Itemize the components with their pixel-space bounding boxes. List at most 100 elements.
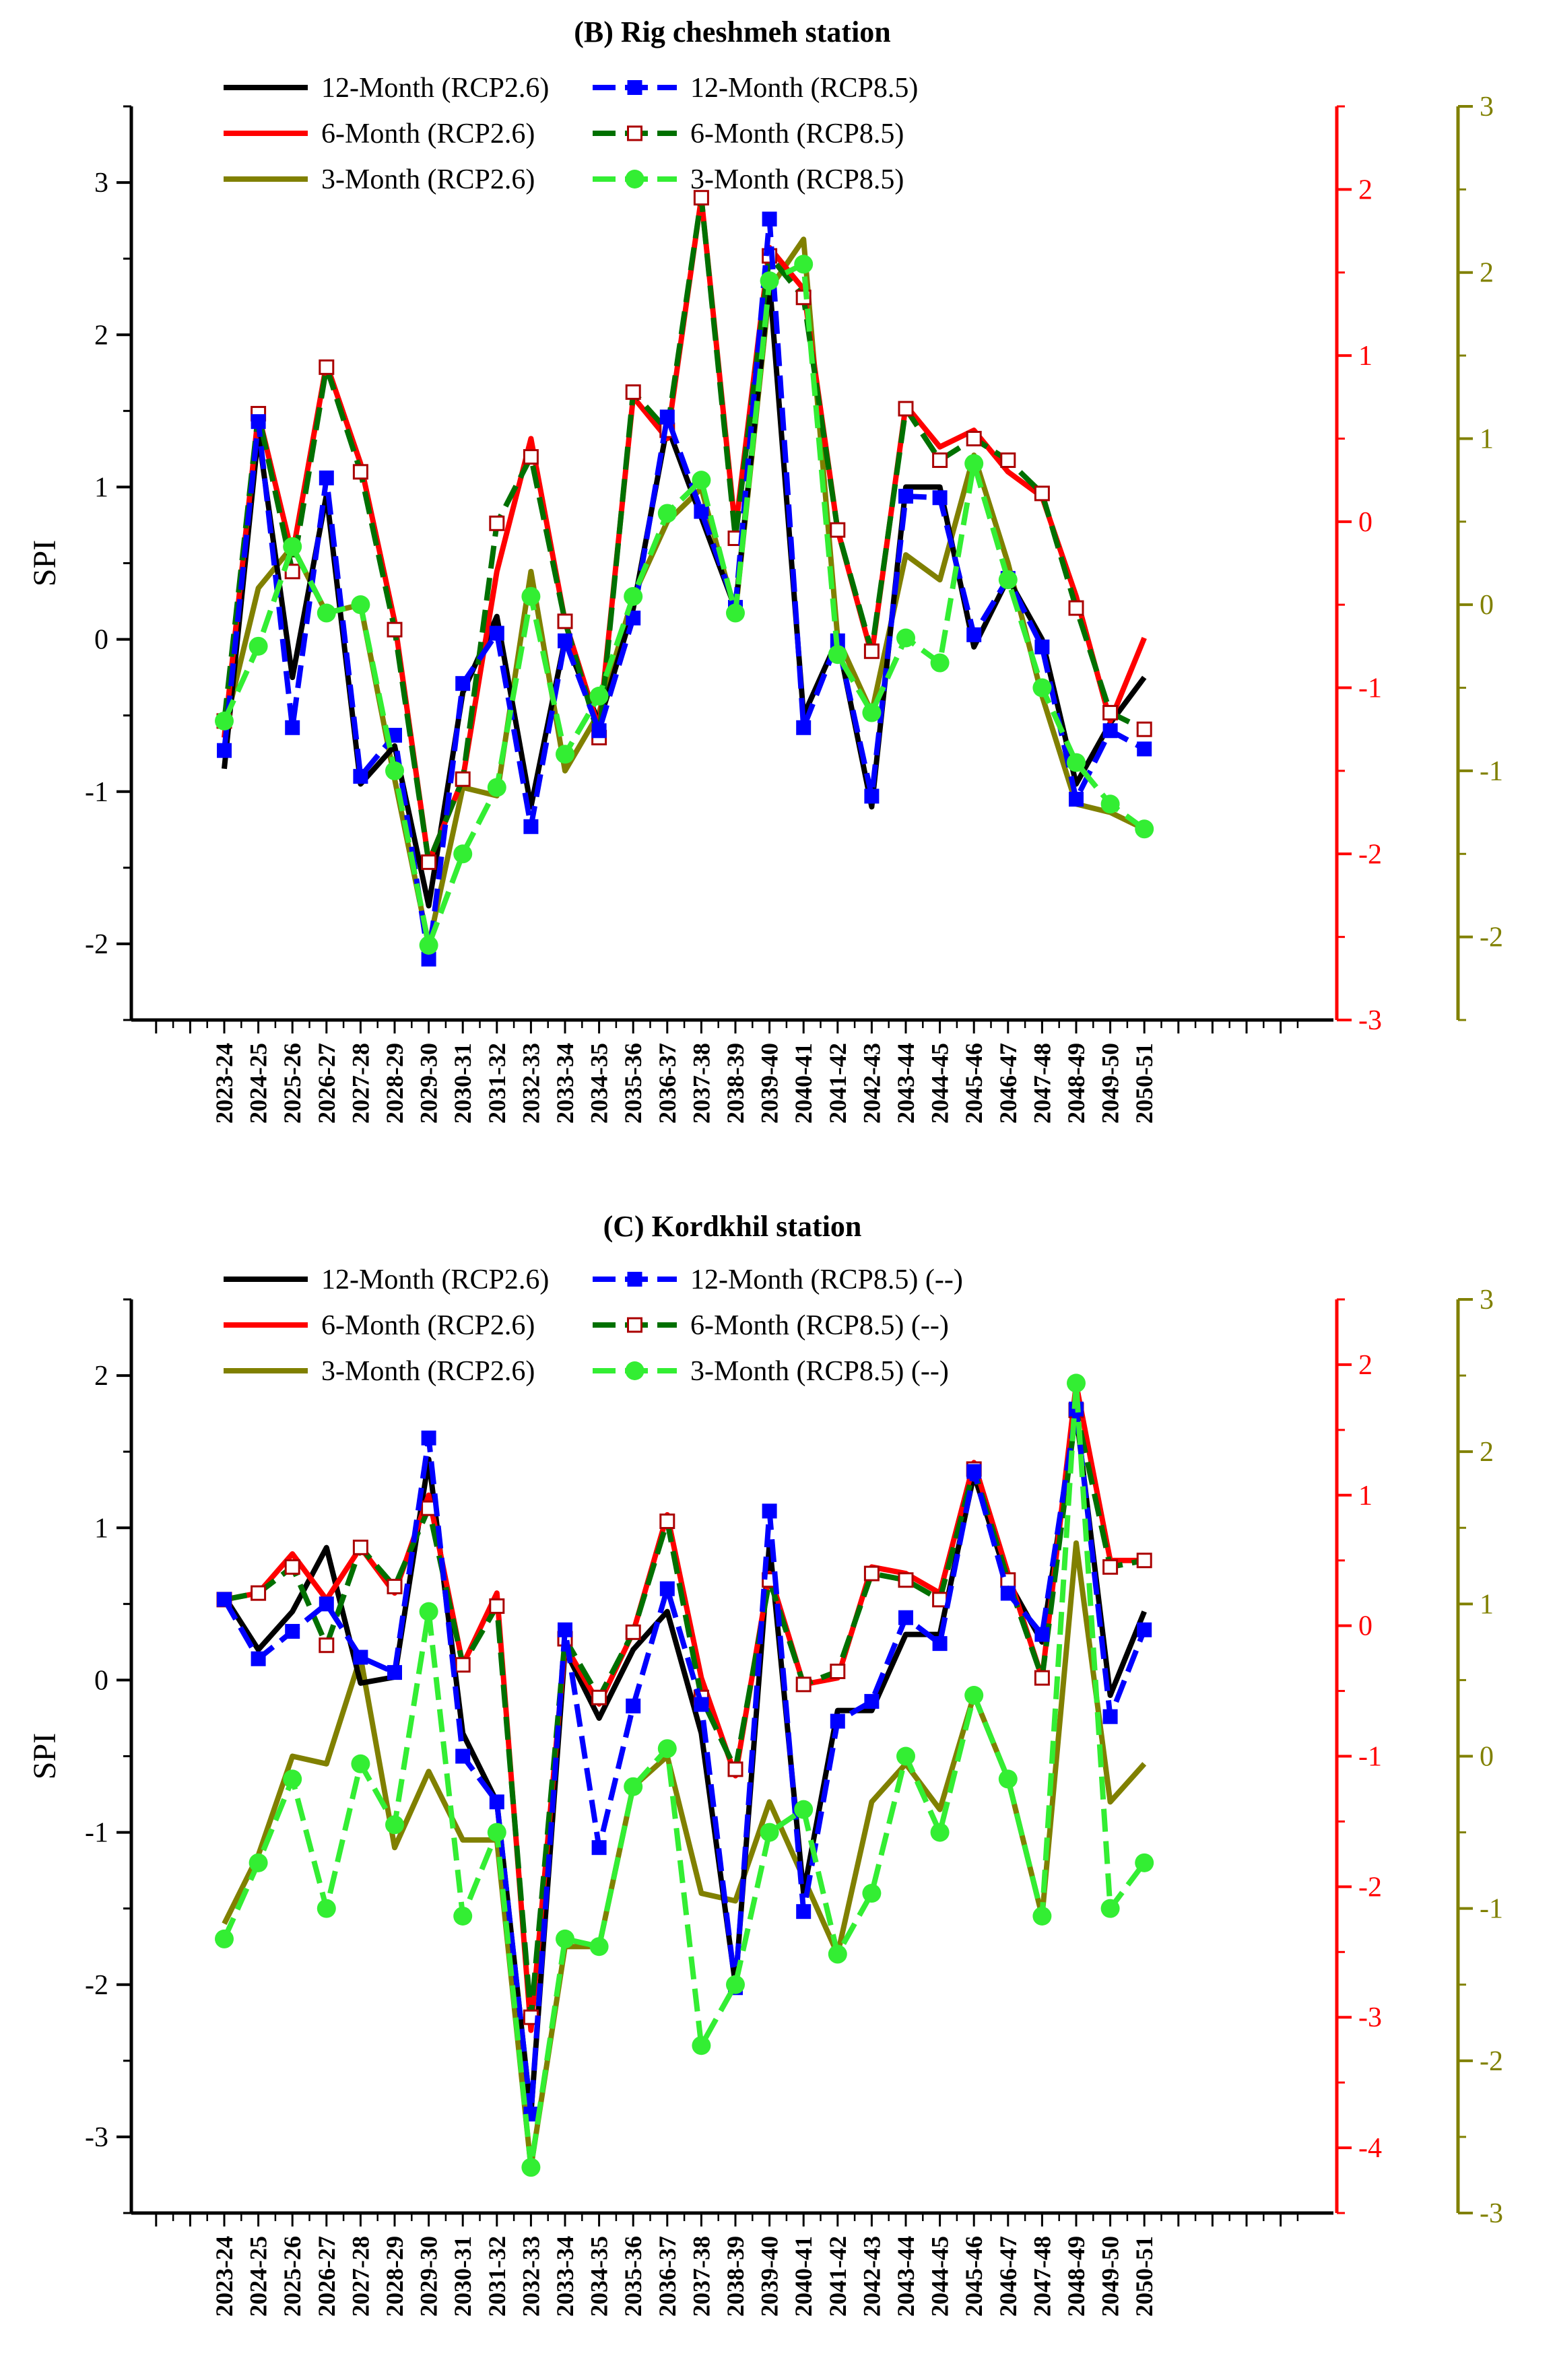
data-point bbox=[251, 1585, 267, 1601]
data-point bbox=[1067, 753, 1086, 772]
x-tick-label: 2050-51 bbox=[1131, 2236, 1158, 2317]
left-tick-label: -1 bbox=[85, 777, 108, 808]
legend-item: 6-Month (RCP2.6) bbox=[224, 118, 535, 149]
data-point bbox=[760, 271, 779, 291]
data-point bbox=[1000, 452, 1016, 469]
data-point bbox=[521, 2158, 541, 2177]
right2-tick-label: 1 bbox=[1480, 423, 1494, 454]
data-point bbox=[455, 771, 471, 787]
legend-item: 12-Month (RCP2.6) bbox=[224, 73, 549, 104]
x-tick-label: 2029-30 bbox=[416, 1043, 442, 1124]
data-point bbox=[319, 359, 335, 375]
series-line bbox=[222, 216, 1146, 962]
data-point bbox=[419, 1602, 438, 1621]
x-tick-label: 2034-35 bbox=[586, 2236, 613, 2317]
data-point bbox=[795, 1676, 812, 1693]
legend-label: 3-Month (RCP2.6) bbox=[321, 164, 535, 195]
data-point bbox=[1034, 485, 1050, 502]
data-point bbox=[626, 1698, 641, 1713]
x-tick-label: 2039-40 bbox=[756, 2236, 783, 2317]
data-point bbox=[863, 643, 880, 659]
data-point bbox=[966, 430, 982, 446]
data-point bbox=[1102, 1559, 1119, 1575]
left-y-axis: -3 -2 -1 0 1 2 SPI bbox=[27, 1298, 133, 2214]
x-tick-label: 2026-27 bbox=[313, 1043, 340, 1124]
data-point bbox=[317, 603, 336, 623]
legend-item: 6-Month (RCP8.5) (--) bbox=[593, 1310, 949, 1341]
data-point bbox=[387, 1665, 402, 1680]
data-point bbox=[692, 471, 711, 490]
x-tick-label: 2031-32 bbox=[484, 2236, 510, 2317]
data-point bbox=[387, 728, 402, 743]
data-point bbox=[964, 454, 984, 473]
data-point bbox=[215, 1929, 234, 1948]
x-tick-label: 2047-48 bbox=[1028, 2236, 1055, 2317]
data-point bbox=[557, 613, 573, 630]
data-point bbox=[1034, 1670, 1050, 1686]
data-point bbox=[558, 633, 572, 648]
data-point bbox=[558, 1622, 572, 1637]
data-point bbox=[556, 1929, 574, 1948]
series-line bbox=[222, 236, 1146, 948]
data-point bbox=[249, 636, 268, 656]
data-point bbox=[217, 1592, 232, 1607]
right1-tick-label: 2 bbox=[1358, 174, 1372, 205]
data-point bbox=[762, 1503, 777, 1519]
data-point bbox=[862, 703, 882, 722]
x-tick-label: 2033-34 bbox=[552, 1043, 578, 1124]
data-point bbox=[624, 1777, 643, 1796]
data-point bbox=[796, 1904, 812, 1919]
legend-item: 12-Month (RCP2.6) bbox=[224, 1264, 549, 1295]
data-point bbox=[1102, 723, 1118, 739]
right2-tick-label: 2 bbox=[1480, 258, 1494, 289]
chart-title: (C) Kordkhil station bbox=[603, 1210, 862, 1243]
legend-item: 3-Month (RCP8.5) (--) bbox=[593, 1356, 949, 1387]
data-point bbox=[693, 190, 709, 206]
data-point bbox=[421, 854, 437, 871]
data-point bbox=[353, 1650, 368, 1665]
data-point bbox=[659, 1514, 675, 1530]
x-tick-label: 2041-42 bbox=[824, 2236, 851, 2317]
x-tick-label: 2032-33 bbox=[517, 2236, 544, 2317]
data-point bbox=[317, 1899, 336, 1918]
x-tick-label: 2037-38 bbox=[688, 1043, 715, 1124]
data-point bbox=[589, 1937, 609, 1957]
left-tick-label: -1 bbox=[85, 1818, 108, 1849]
data-point bbox=[521, 586, 541, 606]
data-point bbox=[896, 628, 915, 648]
data-point bbox=[794, 254, 814, 274]
data-point bbox=[319, 470, 334, 485]
data-point bbox=[351, 595, 370, 615]
x-tick-label: 2040-41 bbox=[790, 2236, 817, 2317]
data-point bbox=[1069, 792, 1084, 807]
data-point bbox=[489, 1794, 504, 1810]
x-tick-label: 2028-29 bbox=[381, 2236, 408, 2317]
x-tick-label: 2044-45 bbox=[927, 2236, 954, 2317]
data-point bbox=[419, 935, 438, 955]
data-point bbox=[353, 769, 368, 784]
legend-label: 3-Month (RCP2.6) bbox=[321, 1356, 535, 1387]
x-tick-label: 2030-31 bbox=[449, 2236, 476, 2317]
right2-tick-label: 1 bbox=[1480, 1589, 1494, 1620]
left-tick-label: -2 bbox=[85, 1970, 108, 2001]
legend-item: 6-Month (RCP2.6) bbox=[224, 1310, 535, 1341]
data-point bbox=[659, 409, 675, 425]
legend-marker bbox=[627, 1272, 642, 1287]
x-tick-label: 2048-49 bbox=[1063, 2236, 1090, 2317]
right1-y-axis: -3 -2 -1 0 1 2 bbox=[1335, 105, 1382, 1036]
left-tick-label: 2 bbox=[94, 1361, 108, 1392]
x-tick-label: 2045-46 bbox=[960, 2236, 987, 2317]
x-tick-label: 2025-26 bbox=[279, 1043, 306, 1124]
x-tick-label: 2027-28 bbox=[347, 2236, 374, 2317]
data-point bbox=[1137, 741, 1152, 757]
data-point bbox=[351, 1754, 370, 1773]
data-point bbox=[998, 1769, 1018, 1789]
data-point bbox=[556, 745, 574, 764]
data-point bbox=[523, 819, 539, 834]
data-point bbox=[657, 1739, 677, 1759]
data-point bbox=[964, 1686, 984, 1705]
data-point bbox=[251, 414, 266, 430]
data-point bbox=[864, 788, 880, 804]
legend-label: 12-Month (RCP8.5) bbox=[690, 73, 918, 104]
legend-item: 3-Month (RCP2.6) bbox=[224, 164, 535, 195]
